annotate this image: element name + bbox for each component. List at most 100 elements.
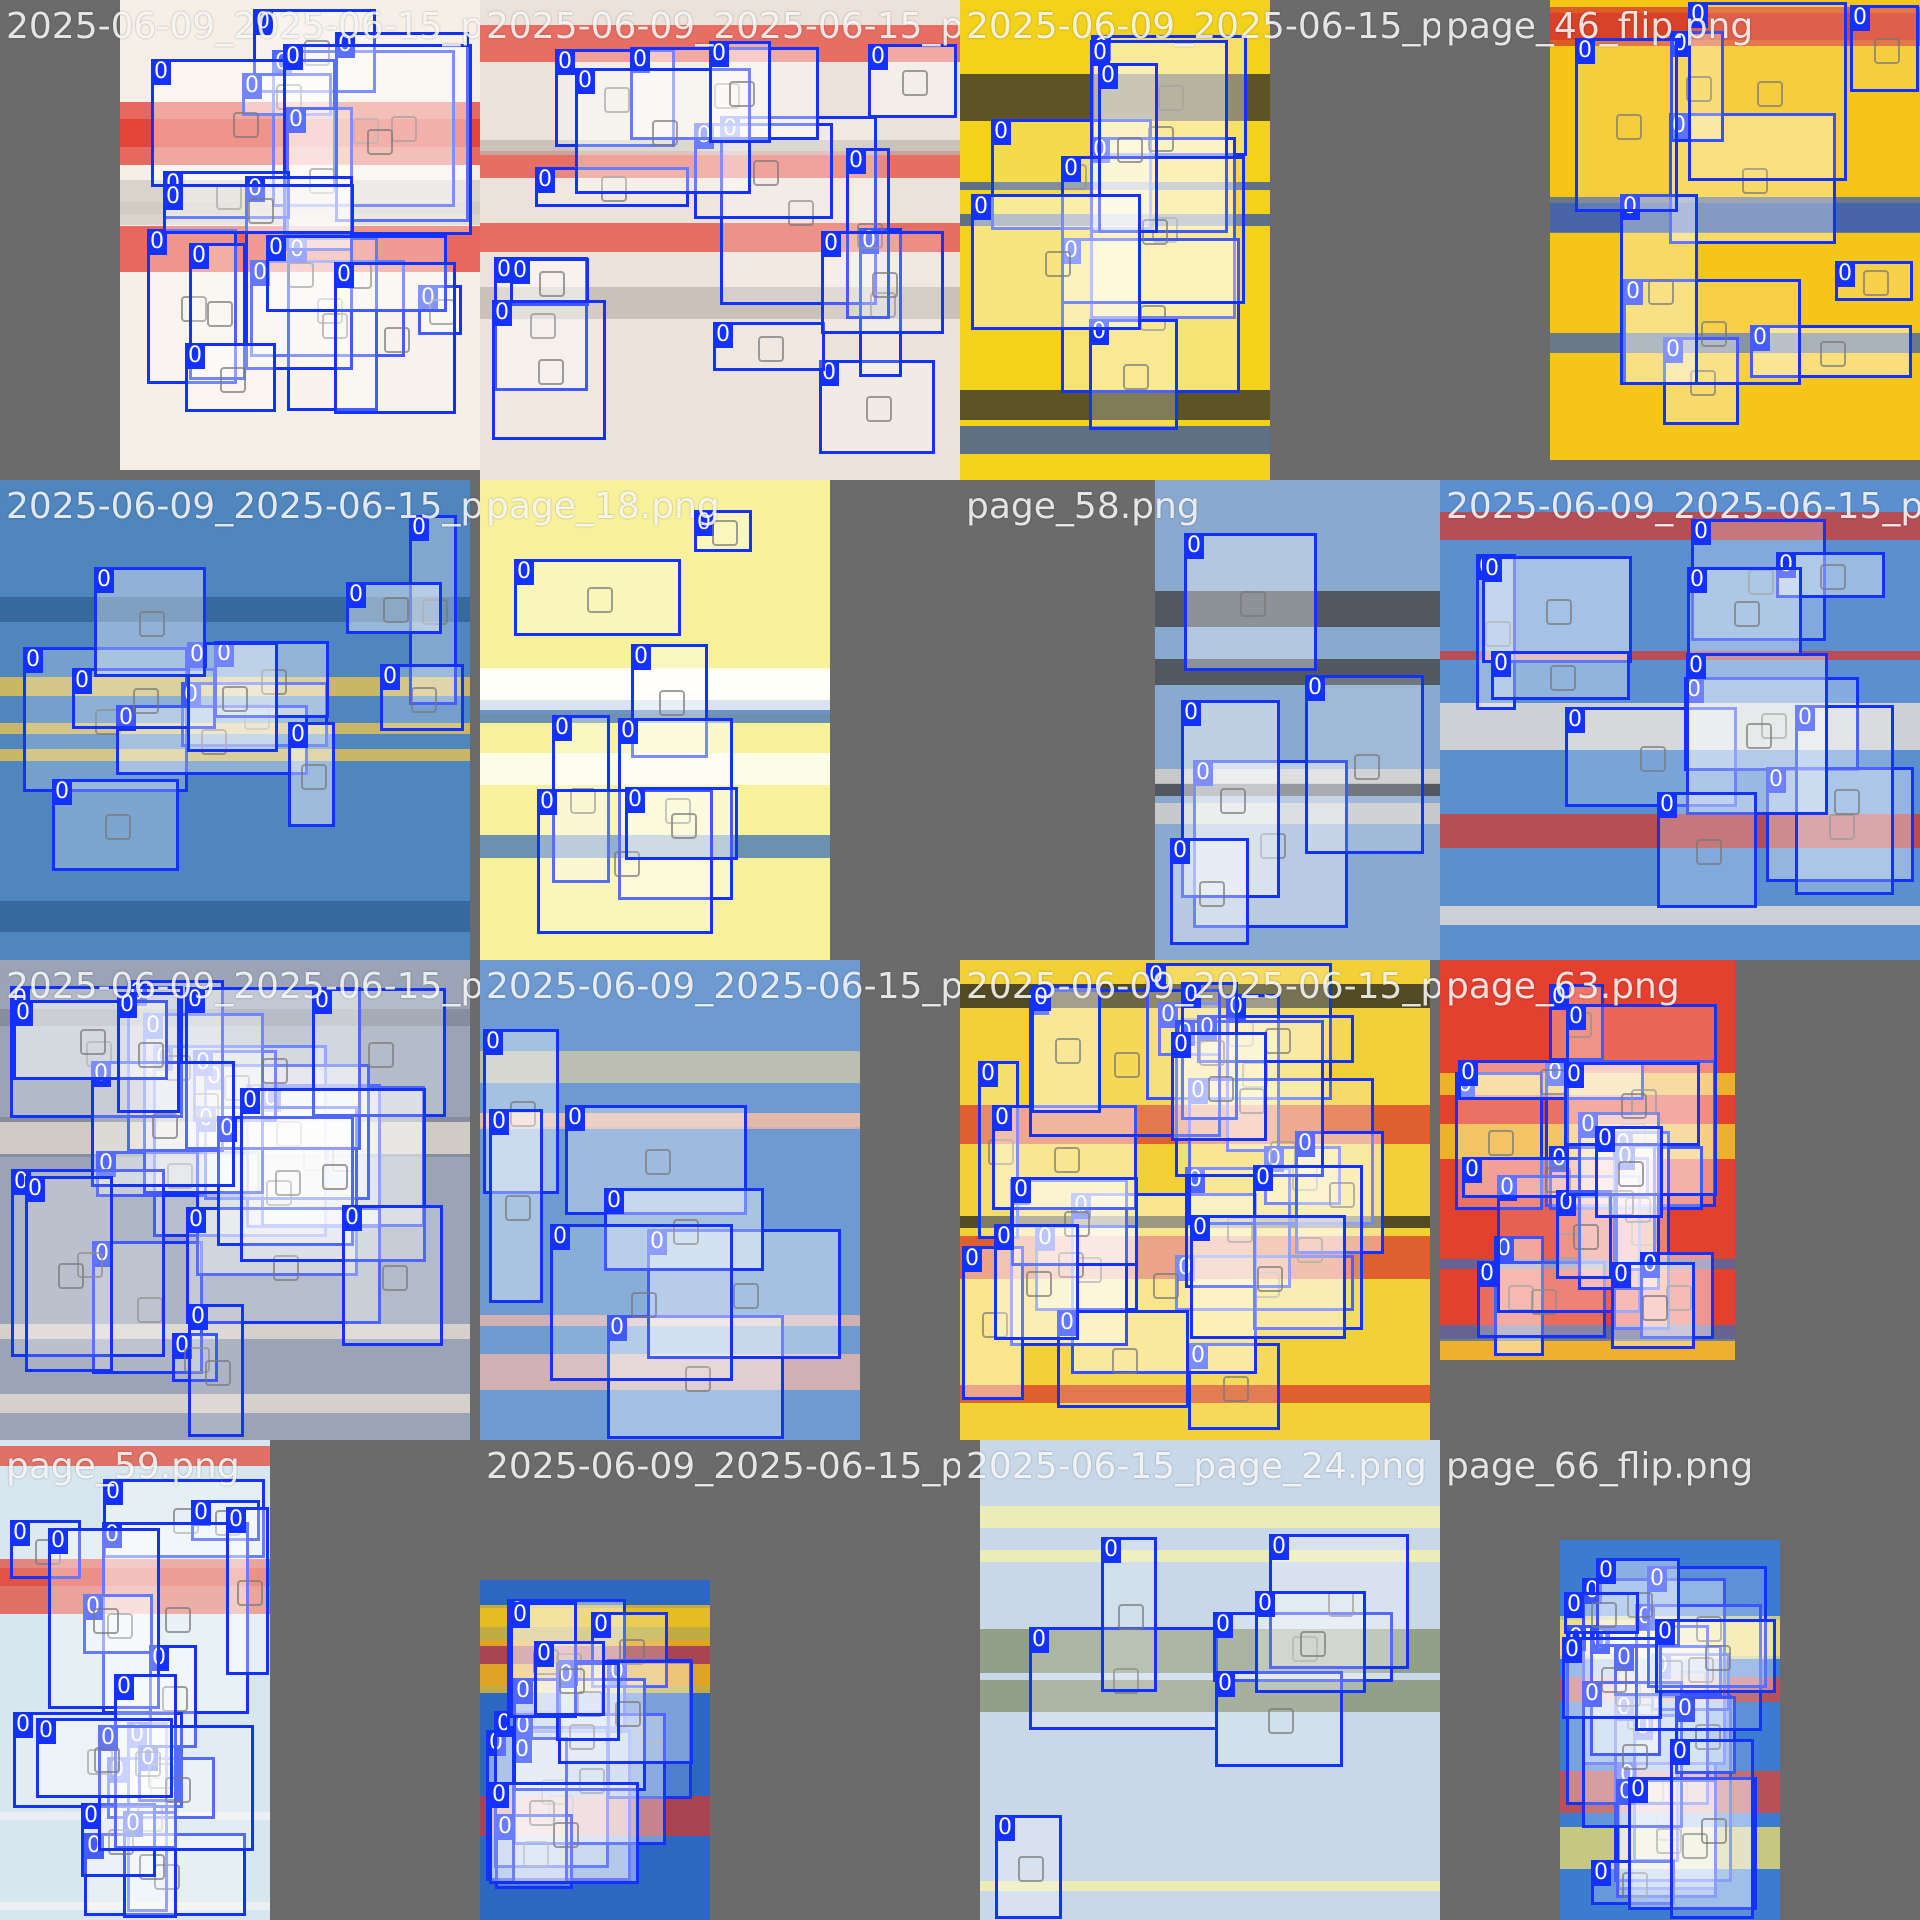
external-link-icon — [523, 1840, 549, 1867]
flyer-section — [960, 390, 1270, 420]
external-link-icon — [391, 116, 417, 142]
flyer-section — [960, 214, 1270, 226]
external-link-icon — [601, 176, 627, 202]
detection-box: 0 — [346, 582, 442, 634]
external-link-icon — [1618, 1161, 1644, 1187]
detection-box: 0 — [1295, 1131, 1384, 1254]
external-link-icon — [1558, 1233, 1584, 1259]
flyer-section — [960, 1385, 1430, 1403]
class-id-label: 0 — [1170, 838, 1190, 864]
external-link-icon — [1148, 125, 1174, 152]
external-link-icon — [1657, 1659, 1683, 1686]
class-id-label: 0 — [1213, 1612, 1233, 1638]
class-id-label: 0 — [1633, 1714, 1653, 1740]
detection-box: 0 — [1556, 1190, 1612, 1279]
class-id-label: 0 — [994, 1224, 1014, 1250]
detection-box: 0 — [1098, 63, 1158, 233]
external-link-icon — [1264, 1028, 1291, 1054]
external-link-icon — [1299, 1631, 1326, 1657]
class-id-label: 0 — [1295, 1131, 1315, 1157]
detection-box: 0 — [163, 184, 354, 234]
flyer-section — [1440, 703, 1920, 750]
class-id-label: 0 — [226, 1507, 246, 1533]
external-link-icon — [1198, 1040, 1225, 1066]
detection-box: 0 — [185, 987, 361, 1150]
class-id-label: 0 — [98, 1725, 118, 1751]
flyer-section — [480, 1354, 860, 1390]
external-link-icon — [1530, 1288, 1557, 1315]
mosaic-tile: 0000000000002025-06-09_2025-06-15_page_2… — [0, 480, 480, 960]
detection-box: 0 — [1101, 1537, 1157, 1692]
detection-box: 0 — [1776, 552, 1885, 598]
external-link-icon — [93, 1607, 119, 1634]
class-id-label: 0 — [23, 647, 43, 673]
detection-box: 0 — [52, 779, 179, 871]
detection-box: 0 — [81, 1803, 156, 1877]
detection-box: 0 — [1582, 1681, 1683, 1828]
external-link-icon — [1590, 1602, 1617, 1628]
detection-box: 0 — [1611, 1262, 1695, 1349]
detection-box: 0 — [163, 171, 290, 219]
detection-box: 0 — [1640, 1252, 1714, 1339]
external-link-icon — [137, 1041, 164, 1068]
class-id-label: 0 — [10, 1520, 30, 1546]
external-link-icon — [1622, 1871, 1648, 1898]
detection-box: 0 — [1035, 1225, 1138, 1311]
external-link-icon — [1549, 664, 1576, 691]
class-id-label: 0 — [1647, 1566, 1667, 1592]
external-link-icon — [366, 128, 393, 155]
class-id-label: 0 — [103, 1479, 123, 1505]
detection-box: 0 — [1090, 137, 1236, 319]
class-id-label: 0 — [1578, 1112, 1598, 1138]
external-link-icon — [300, 763, 327, 790]
class-id-label: 0 — [1098, 63, 1118, 89]
mosaic-tile: 0 0 0 0 0 0 0 page_18.png — [480, 480, 960, 960]
external-link-icon — [713, 82, 740, 109]
flyer-section — [980, 1881, 1440, 1891]
external-link-icon — [192, 1092, 219, 1119]
detection-box: 0 — [117, 992, 180, 1113]
class-id-label: 0 — [1835, 261, 1855, 287]
detection-box: 0 — [48, 1528, 160, 1709]
external-link-icon — [604, 87, 630, 113]
external-link-icon — [866, 396, 892, 422]
mosaic-tile: 000000000000000000000000002025-06-09_202… — [960, 960, 1440, 1440]
detection-box: 0 — [1655, 1619, 1776, 1693]
flyer-section — [1440, 512, 1920, 540]
class-id-label: 0 — [1686, 653, 1706, 679]
external-link-icon — [1238, 1087, 1265, 1114]
class-id-label: 0 — [1462, 1157, 1482, 1183]
external-link-icon — [1353, 753, 1380, 780]
class-id-label: 0 — [1628, 1777, 1648, 1803]
class-id-label: 0 — [1575, 38, 1595, 64]
detection-box: 0 — [1795, 705, 1894, 895]
mosaic-tile: 0 0 0 0 0 0 0 2025-06-15_page_24.png — [960, 1440, 1440, 1920]
external-link-icon — [1546, 598, 1572, 625]
detection-box: 0 — [342, 1205, 443, 1346]
flyer-section — [0, 1902, 270, 1910]
flyer-section — [480, 1315, 860, 1326]
external-link-icon — [1219, 788, 1246, 814]
detection-box: 0 — [72, 668, 216, 729]
class-id-label: 0 — [1549, 984, 1569, 1010]
class-id-label: 0 — [312, 988, 332, 1014]
mosaic-tile: 0 0 0 0 0 0 0 0 0 0 page_46_flip.png — [1440, 0, 1920, 480]
detection-box: 0 — [188, 1304, 244, 1437]
class-id-label: 0 — [185, 987, 205, 1013]
detection-box: 0 — [250, 260, 405, 357]
external-link-icon — [1833, 789, 1860, 815]
external-link-icon — [618, 1639, 645, 1665]
external-link-icon — [1242, 1062, 1268, 1088]
class-id-label: 0 — [971, 194, 991, 220]
external-link-icon — [381, 1264, 408, 1291]
class-id-label: 0 — [713, 322, 733, 348]
class-id-label: 0 — [25, 1176, 45, 1202]
class-id-label: 0 — [1795, 705, 1815, 731]
class-id-label: 0 — [1545, 1060, 1565, 1086]
detection-box: 0 — [713, 322, 825, 371]
class-id-label: 0 — [625, 787, 645, 813]
class-id-label: 0 — [1663, 337, 1683, 363]
class-id-label: 0 — [1061, 238, 1081, 264]
detection-box: 0 — [1562, 1637, 1662, 1719]
